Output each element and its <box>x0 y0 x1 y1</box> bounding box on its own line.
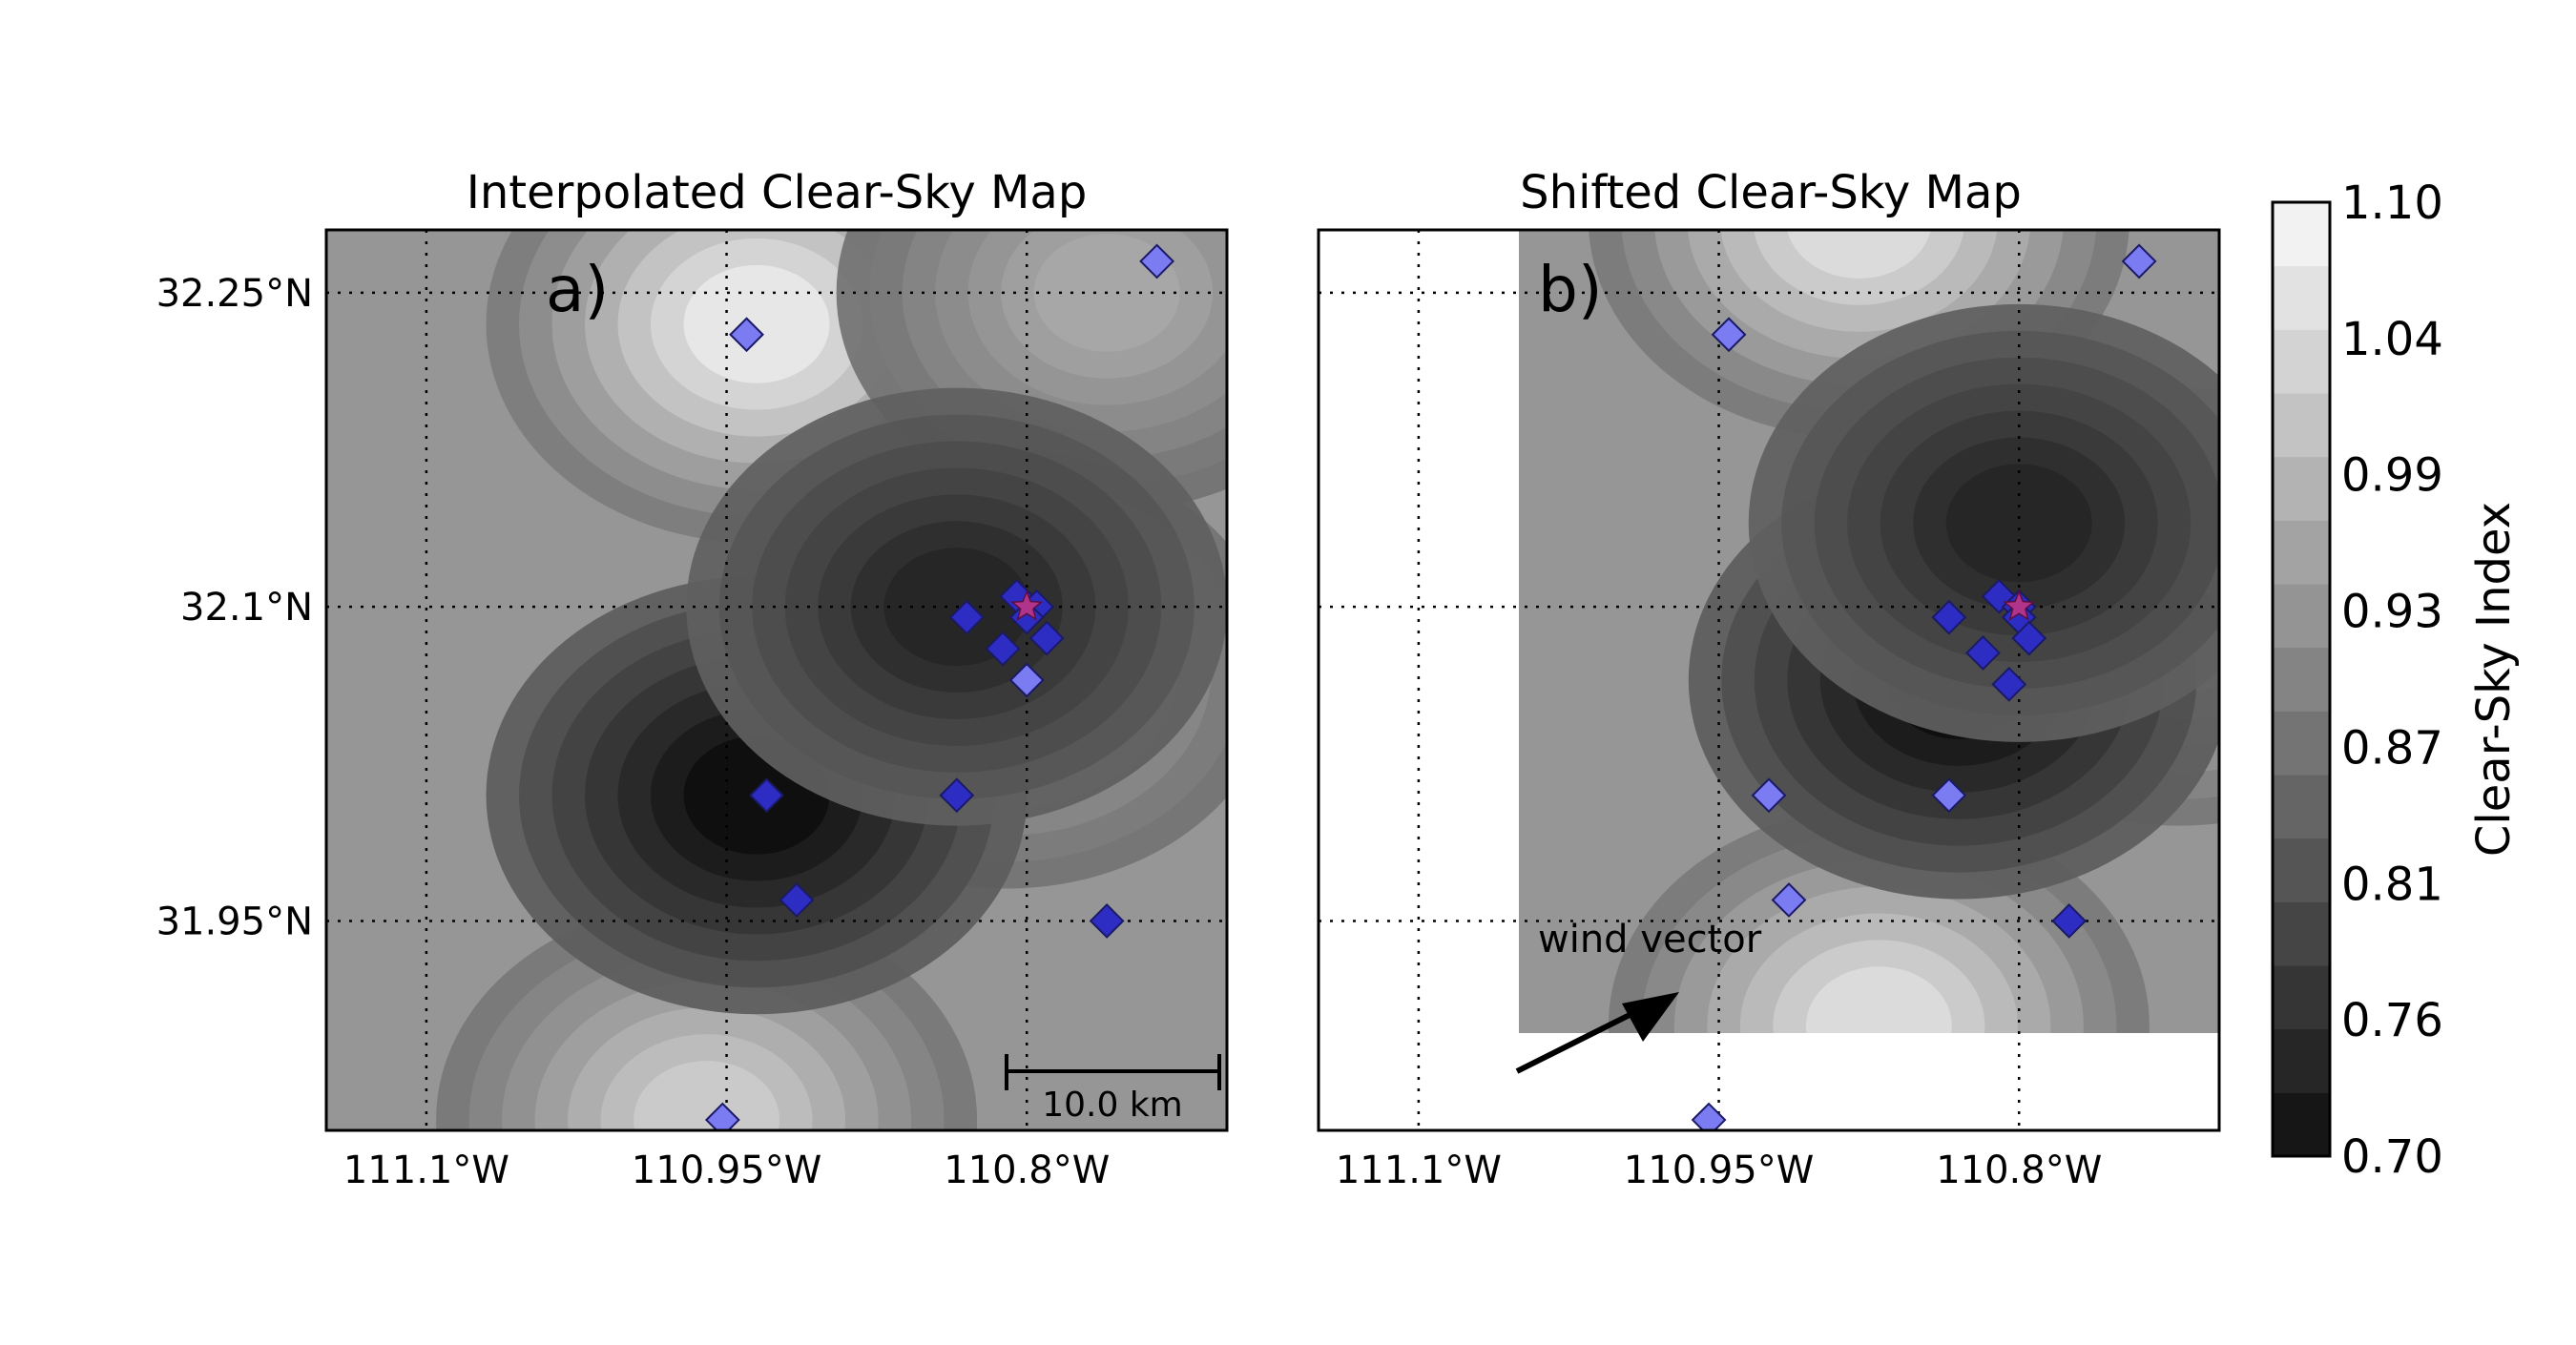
colorbar-band <box>2273 1092 2330 1157</box>
colorbar-band <box>2273 584 2330 649</box>
colorbar-band <box>2273 1028 2330 1093</box>
colorbar-tick-label: 1.04 <box>2341 313 2443 366</box>
contour-ring <box>1945 464 2092 583</box>
colorbar-bands <box>2273 202 2330 1157</box>
colorbar-label: Clear-Sky Index <box>2467 502 2521 857</box>
x-tick-label: 111.1°W <box>1336 1148 1502 1192</box>
station-marker <box>729 317 764 353</box>
station-marker <box>1931 777 1967 814</box>
station-marker <box>2051 903 2088 939</box>
colorbar-tick-label: 0.81 <box>2341 858 2443 911</box>
station-marker <box>2011 620 2047 656</box>
colorbar-band <box>2273 456 2330 521</box>
colorbar-ticks: 1.10 1.04 0.99 0.93 0.87 0.81 0.76 0.70 <box>2341 176 2443 1184</box>
station-marker <box>1965 635 2001 671</box>
wind-vector: wind vector <box>1515 918 1762 1074</box>
panel-a-contour-field <box>436 230 1227 1130</box>
station-marker <box>1089 903 1125 939</box>
colorbar-band <box>2273 711 2330 776</box>
colorbar-band <box>2273 838 2330 902</box>
x-tick-label: 110.8°W <box>1936 1148 2102 1192</box>
colorbar-tick-label: 0.93 <box>2341 586 2443 639</box>
station-marker <box>2121 243 2157 279</box>
panel-a-map <box>326 230 1227 1130</box>
contour-ring <box>1805 966 1952 1033</box>
target-star-icon <box>2003 590 2036 621</box>
contour-ring <box>634 1061 780 1130</box>
panel-a-title: Interpolated Clear-Sky Map <box>467 166 1088 219</box>
station-marker <box>1771 882 1807 918</box>
station-marker <box>1991 666 2027 702</box>
contour-ring <box>1787 230 1931 279</box>
scale-bar: 10.0 km <box>1005 1054 1221 1125</box>
station-marker <box>779 882 815 918</box>
colorbar-band <box>2273 265 2330 330</box>
panel-b-stations <box>1691 243 2157 1130</box>
colorbar-tick-label: 0.76 <box>2341 994 2443 1047</box>
colorbar-band <box>2273 393 2330 458</box>
colorbar-band <box>2273 329 2330 394</box>
panel-a-frame <box>324 228 1229 1132</box>
y-tick-label: 31.95°N <box>156 900 313 943</box>
station-marker <box>704 1102 740 1130</box>
colorbar-frame <box>2271 200 2332 1158</box>
station-marker <box>1691 1102 1727 1130</box>
x-tick-label: 110.95°W <box>632 1148 822 1192</box>
panel-a-label: a) <box>546 253 609 326</box>
x-tick-label: 110.8°W <box>944 1148 1110 1192</box>
colorbar-tick-label: 1.10 <box>2341 176 2443 230</box>
target-star-icon <box>1010 590 1044 621</box>
x-tick-label: 110.95°W <box>1624 1148 1815 1192</box>
station-marker <box>1008 599 1045 635</box>
station-marker <box>1028 620 1065 656</box>
colorbar: 1.10 1.04 0.99 0.93 0.87 0.81 0.76 0.70 Clear-S… <box>2271 176 2521 1184</box>
station-marker <box>985 631 1021 667</box>
contour-ring <box>683 264 830 383</box>
panel-b-contour-field <box>1589 230 2219 1033</box>
colorbar-band <box>2273 647 2330 712</box>
colorbar-band <box>2273 775 2330 839</box>
station-marker <box>1711 317 1747 353</box>
station-marker <box>1139 243 1174 279</box>
panel-b-star <box>2003 590 2036 621</box>
panel-a-gridlines <box>326 230 1227 1130</box>
panel-b-map <box>1319 230 2219 1130</box>
wind-vector-arrowhead <box>1622 992 1679 1042</box>
station-marker <box>1931 599 1967 635</box>
scale-bar-label: 10.0 km <box>1042 1086 1183 1125</box>
colorbar-tick-label: 0.87 <box>2341 721 2443 775</box>
panel-a-y-ticks: 32.25°N 32.1°N 31.95°N <box>156 272 313 944</box>
colorbar-band <box>2273 901 2330 966</box>
panel-b-label: b) <box>1538 253 1603 326</box>
station-marker <box>939 777 975 814</box>
panel-a: Interpolated Clear-Sky Map a) 10.0 km 32… <box>156 166 1229 1192</box>
panel-b-title: Shifted Clear-Sky Map <box>1520 166 2022 219</box>
colorbar-tick-label: 0.99 <box>2341 449 2443 503</box>
panel-a-star <box>1010 590 1044 621</box>
y-tick-label: 32.1°N <box>180 586 313 630</box>
panel-a-x-ticks: 111.1°W 110.95°W 110.8°W <box>343 1148 1110 1192</box>
station-marker <box>948 599 985 635</box>
station-marker <box>749 777 784 814</box>
colorbar-band <box>2273 520 2330 585</box>
y-tick-label: 32.25°N <box>156 272 313 316</box>
contour-ring <box>1754 230 1964 305</box>
wind-vector-label: wind vector <box>1538 918 1762 962</box>
colorbar-tick-label: 0.70 <box>2341 1130 2443 1184</box>
station-marker <box>1751 777 1787 814</box>
x-tick-label: 111.1°W <box>343 1148 509 1192</box>
colorbar-band <box>2273 202 2330 267</box>
panel-b: Shifted Clear-Sky Map b) wind vector 111… <box>1317 166 2221 1192</box>
panel-b-x-ticks: 111.1°W 110.95°W 110.8°W <box>1336 1148 2102 1192</box>
panel-b-frame <box>1317 228 2221 1132</box>
panel-b-gridlines <box>1319 230 2219 1130</box>
colorbar-band <box>2273 965 2330 1030</box>
station-marker <box>1008 662 1045 698</box>
